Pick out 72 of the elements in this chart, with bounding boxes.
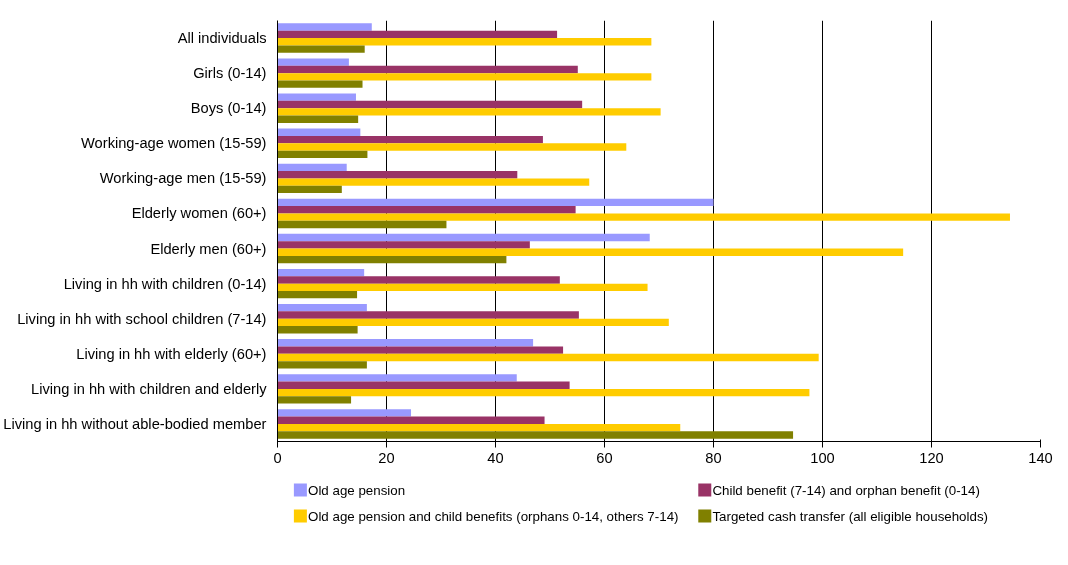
bar xyxy=(277,396,352,404)
bar xyxy=(277,23,372,31)
bar xyxy=(277,311,579,319)
bar xyxy=(277,268,365,277)
bar xyxy=(277,135,543,144)
y-tick-label: Boys (0-14) xyxy=(190,100,267,117)
bar xyxy=(277,171,518,179)
bar xyxy=(277,115,359,123)
x-tick-label: 40 xyxy=(487,449,504,466)
legend-label: Old age pension and child benefits (orphans 0-14, others 7-14) xyxy=(308,508,679,524)
legend-label: Targeted cash transfer (all eligible households) xyxy=(712,508,989,524)
bar xyxy=(277,220,447,229)
y-tick-label: Working-age men (15-59) xyxy=(99,170,267,187)
x-tick-label: 80 xyxy=(705,449,722,466)
x-tick-label: 60 xyxy=(596,449,613,466)
y-tick-label: Elderly women (60+) xyxy=(131,205,267,222)
legend-label: Child benefit (7-14) and orphan benefit (0-14) xyxy=(712,482,980,498)
x-tick-label: 120 xyxy=(919,449,944,466)
bar xyxy=(277,303,367,312)
x-tick-label: 100 xyxy=(810,449,835,466)
bar xyxy=(277,150,368,159)
bar xyxy=(277,73,652,81)
bar xyxy=(277,58,349,66)
y-tick-label: Living in hh with elderly (60+) xyxy=(76,345,267,362)
y-tick-label: All individuals xyxy=(177,30,267,47)
bar xyxy=(277,241,530,249)
y-tick-label: Living in hh with children (0-14) xyxy=(63,275,267,292)
bar xyxy=(277,416,545,424)
bar xyxy=(277,423,681,432)
bar xyxy=(277,290,358,299)
bar xyxy=(277,80,363,88)
bar xyxy=(277,213,1010,221)
y-tick-label: Girls (0-14) xyxy=(193,65,267,82)
bar xyxy=(277,178,590,186)
bar xyxy=(277,45,365,53)
bar xyxy=(277,381,570,389)
y-tick-label: Elderly men (60+) xyxy=(150,240,267,257)
bar xyxy=(277,143,627,151)
bar xyxy=(277,38,652,46)
bar xyxy=(277,346,564,354)
bar xyxy=(277,248,904,256)
bar xyxy=(277,283,648,291)
bar xyxy=(277,233,650,242)
bar xyxy=(277,108,661,116)
bar xyxy=(277,276,560,284)
y-tick-label: Working-age women (15-59) xyxy=(81,135,267,152)
bar xyxy=(277,30,558,39)
bar xyxy=(277,198,714,207)
bar xyxy=(277,318,669,327)
bar xyxy=(277,185,342,194)
bar xyxy=(277,326,358,334)
bar xyxy=(277,431,794,439)
bar xyxy=(277,163,347,172)
bar xyxy=(277,388,810,397)
y-tick-label: Living in hh without able-bodied member xyxy=(3,415,267,432)
bar xyxy=(277,65,578,74)
bar xyxy=(277,93,356,101)
y-tick-label: Living in hh with children and elderly xyxy=(31,380,268,397)
bar xyxy=(277,361,367,369)
x-tick-label: 0 xyxy=(273,449,282,466)
bar xyxy=(277,100,583,109)
x-tick-label: 140 xyxy=(1028,449,1053,466)
legend-label: Old age pension xyxy=(308,482,406,498)
bar xyxy=(277,128,361,136)
y-tick-label: Living in hh with school children (7-14) xyxy=(17,310,267,327)
x-tick-label: 20 xyxy=(378,449,395,466)
bar xyxy=(277,339,534,347)
bar xyxy=(277,374,517,382)
bar xyxy=(277,409,412,417)
bar xyxy=(277,255,507,264)
bar xyxy=(277,206,576,214)
bar xyxy=(277,353,819,362)
